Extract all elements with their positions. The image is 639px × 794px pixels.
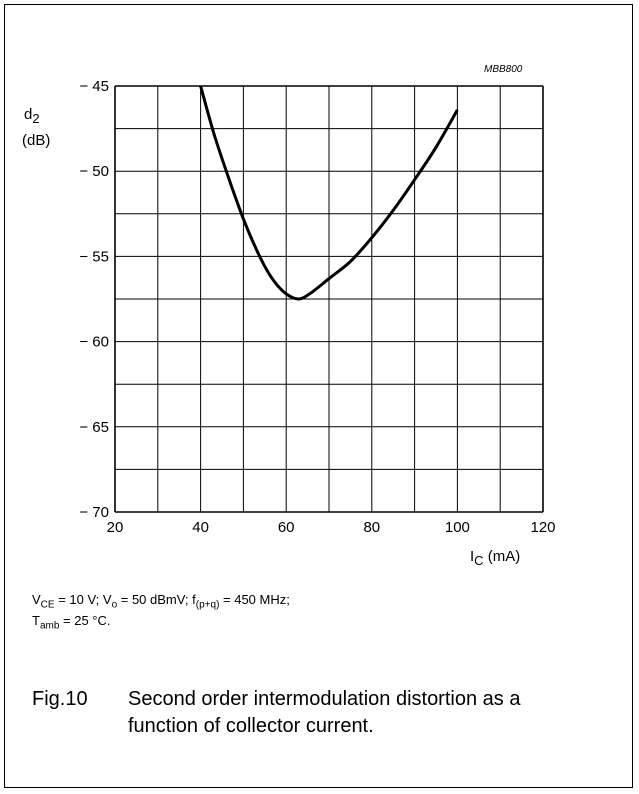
figure-number: Fig.10 — [32, 688, 88, 710]
y-axis-symbol: d — [24, 106, 33, 123]
chart-tick-labels: 20 40 60 80 100 120 − 45 − 50 − 55 − 60 − 65 − 70 — [79, 78, 555, 536]
figure-id-label: MBB800 — [484, 64, 523, 75]
x-tick-label: 20 — [107, 519, 124, 536]
x-axis-unit: (mA) — [483, 548, 521, 565]
vce-symbol: V — [32, 592, 41, 607]
y-tick-label: − 45 — [79, 78, 109, 95]
tamb-symbol: T — [32, 612, 40, 628]
tamb-subscript: amb — [39, 620, 60, 632]
x-tick-label: 40 — [192, 519, 209, 536]
x-tick-label: 80 — [363, 519, 380, 536]
conditions-line-1: VCE = 10 V; Vo = 50 dBmV; f(p+q) = 450 M… — [32, 592, 290, 613]
y-tick-label: − 70 — [79, 504, 109, 521]
vo-subscript: o — [111, 599, 118, 611]
y-axis-subscript: 2 — [32, 111, 40, 126]
figure-frame — [4, 4, 633, 788]
d2-curve — [199, 85, 459, 301]
y-axis-label: d2 — [24, 106, 40, 126]
conditions-line-2: Tamb = 25 °C. — [32, 613, 290, 634]
x-axis-symbol: I — [470, 548, 475, 565]
chart-grid — [114, 85, 544, 513]
figure-caption-text: Second order intermodulation distortion … — [128, 688, 521, 737]
f-value: = 450 MHz; — [219, 592, 290, 607]
vo-symbol: V — [102, 592, 112, 607]
vo-value: = 50 dBmV; — [117, 592, 193, 607]
y-tick-label: − 60 — [79, 334, 109, 351]
y-tick-label: − 55 — [79, 248, 109, 265]
f-symbol: f — [192, 592, 196, 607]
x-axis-label: IC (mA) — [470, 548, 520, 568]
x-tick-label: 120 — [530, 519, 555, 536]
x-tick-label: 100 — [445, 519, 470, 536]
x-axis-subscript: C — [474, 553, 484, 568]
vce-subscript: CE — [40, 599, 55, 611]
y-tick-label: − 65 — [79, 419, 109, 436]
x-tick-label: 60 — [278, 519, 295, 536]
tamb-value: = 25 °C. — [59, 612, 111, 628]
test-conditions: VCE = 10 V; Vo = 50 dBmV; f(p+q) = 450 M… — [32, 592, 290, 633]
f-subscript: (p+q) — [195, 599, 220, 611]
y-tick-label: − 50 — [79, 163, 109, 180]
y-axis-unit: (dB) — [22, 132, 51, 149]
vce-value: = 10 V; — [54, 592, 103, 607]
